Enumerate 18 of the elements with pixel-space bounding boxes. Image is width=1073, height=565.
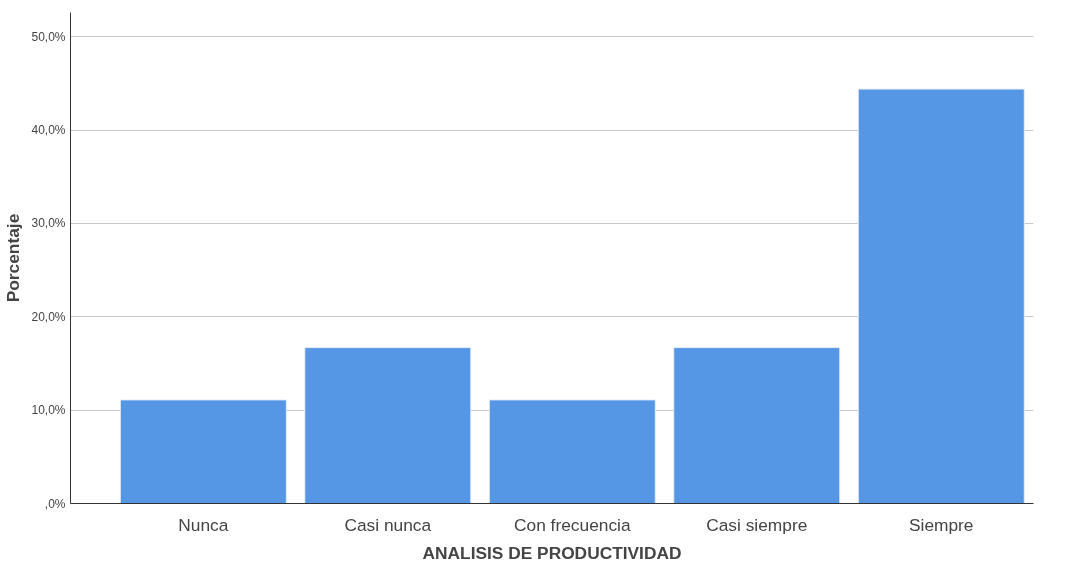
x-tick-label: Casi nunca (344, 514, 432, 535)
y-axis-title: Porcentaje (3, 213, 24, 303)
x-axis-title: ANALISIS DE PRODUCTIVIDAD (422, 542, 682, 563)
bar (673, 347, 841, 504)
y-tick-label: 10,0% (31, 403, 66, 418)
bar (488, 399, 656, 504)
y-tick-label: 40,0% (31, 123, 66, 138)
bar (857, 88, 1025, 504)
bar (304, 347, 472, 504)
y-tick-label: 30,0% (31, 216, 66, 231)
x-tick-label: Siempre (909, 514, 974, 535)
x-tick-label: Con frecuencia (514, 514, 631, 535)
x-tick-label: Nunca (178, 514, 229, 535)
y-tick-label: 20,0% (31, 309, 66, 324)
bar (119, 399, 287, 504)
y-tick-label: ,0% (44, 496, 66, 511)
x-tick-label: Casi siempre (706, 514, 808, 535)
y-tick-label: 50,0% (31, 29, 66, 44)
